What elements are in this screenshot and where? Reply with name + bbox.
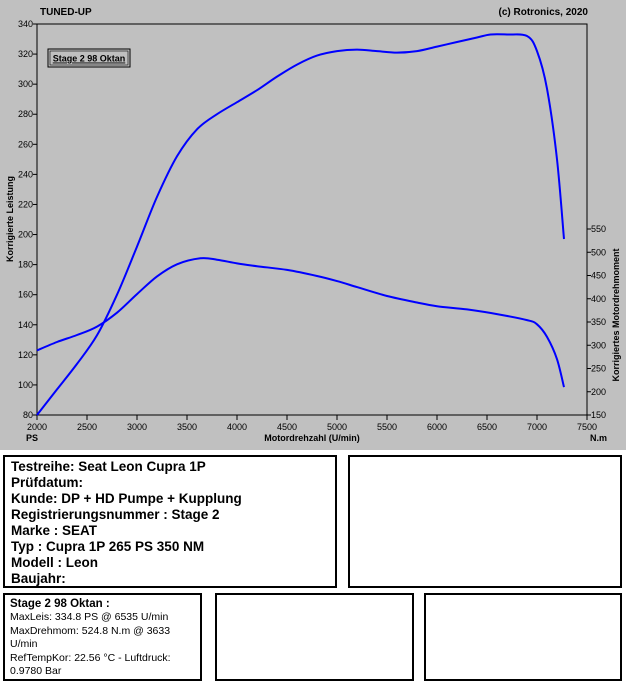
x-unit-left: PS [26,433,38,443]
y-left-tick-label: 160 [18,290,33,300]
y-left-tick-label: 100 [18,380,33,390]
result-maxdrehmom: MaxDrehmom: 524.8 N.m @ 3633 [10,624,171,637]
result-title: Stage 2 98 Oktan : [10,598,110,610]
y-right-tick-label: 550 [591,224,606,234]
y-left-tick-label: 240 [18,169,33,179]
y-left-tick-label: 280 [18,109,33,119]
info-kunde: Kunde: DP + HD Pumpe + Kupplung [11,491,242,506]
x-tick-label: 6000 [427,422,447,432]
y-left-tick-label: 220 [18,199,33,209]
plot-area [36,23,588,416]
y-axis-right-label: Korrigiertes Motordrehmoment [611,248,621,381]
x-unit-right: N.m [590,433,607,443]
empty-box-bottom-right [424,593,622,681]
result-luftdruck: 0.9780 Bar [10,665,62,677]
y-right-tick-label: 250 [591,364,606,374]
x-tick-label: 4000 [227,422,247,432]
power-curve [36,33,565,416]
y-right-tick-label: 500 [591,247,606,257]
x-tick-label: 3500 [177,422,197,432]
legend: Stage 2 98 Oktan [47,48,131,68]
empty-box-top-right [348,455,622,588]
x-tick-label: 7500 [577,422,597,432]
y-left-tick-label: 80 [23,410,33,420]
y-right-tick-label: 350 [591,317,606,327]
x-tick-label: 3000 [127,422,147,432]
y-left-tick-label: 120 [18,350,33,360]
result-box: Stage 2 98 Oktan : MaxLeis: 334.8 PS @ 6… [3,593,202,681]
y-right-tick-label: 150 [591,410,606,420]
result-reftemp: RefTempKor: 22.56 °C - Luftdruck: [10,651,171,664]
series-group [36,33,565,416]
header-right: (c) Rotronics, 2020 [499,7,589,18]
y-left-tick-label: 200 [18,230,33,240]
y-right-tick-label: 200 [591,387,606,397]
y-axis-left-label: Korrigierte Leistung [5,176,15,262]
x-tick-label: 2500 [77,422,97,432]
x-tick-label: 5000 [327,422,347,432]
legend-text: Stage 2 98 Oktan [53,54,126,64]
x-tick-label: 7000 [527,422,547,432]
y-right-tick-label: 300 [591,340,606,350]
info-pruefdatum: Prüfdatum: [11,475,83,490]
x-axis-label: Motordrehzahl (U/min) [264,433,360,443]
y-left-tick-label: 300 [18,79,33,89]
result-maxleis: MaxLeis: 334.8 PS @ 6535 U/min [10,611,169,623]
torque-curve [36,257,565,388]
info-testreihe: Testreihe: Seat Leon Cupra 1P [11,459,206,474]
x-axis-ticks: 2000 2500 3000 3500 4000 4500 5000 5500 6000 6500… [27,415,597,432]
legend-frame [47,48,131,68]
y-left-tick-label: 260 [18,139,33,149]
x-tick-label: 2000 [27,422,47,432]
x-tick-label: 6500 [477,422,497,432]
y-axis-left-ticks: 80 100 120 140 160 180 200 220 240 260 280 300 320 34… [18,19,37,420]
header-left: TUNED-UP [40,7,92,18]
empty-box-bottom-middle [215,593,414,681]
y-left-tick-label: 180 [18,260,33,270]
legend-frame-inner [49,50,129,66]
chart-panel: TUNED-UP (c) Rotronics, 2020 2000 2500 300… [0,0,626,450]
y-axis-right-ticks: 150 200 250 300 350 400 450 500 550 [586,224,606,420]
y-right-tick-label: 450 [591,271,606,281]
y-left-tick-label: 320 [18,49,33,59]
info-registrierung: Registrierungsnummer : Stage 2 [11,507,220,522]
y-right-tick-label: 400 [591,294,606,304]
info-modell: Modell : Leon [11,555,98,570]
info-marke: Marke : SEAT [11,523,98,538]
test-info-box: Testreihe: Seat Leon Cupra 1P Prüfdatum:… [3,455,337,588]
info-baujahr: Baujahr: [11,571,66,586]
y-left-tick-label: 140 [18,320,33,330]
x-tick-label: 4500 [277,422,297,432]
dyno-chart: TUNED-UP (c) Rotronics, 2020 2000 2500 300… [5,7,621,443]
y-left-tick-label: 340 [18,19,33,29]
info-typ: Typ : Cupra 1P 265 PS 350 NM [11,539,205,554]
result-maxdrehmom-unit: U/min [10,638,38,650]
x-tick-label: 5500 [377,422,397,432]
